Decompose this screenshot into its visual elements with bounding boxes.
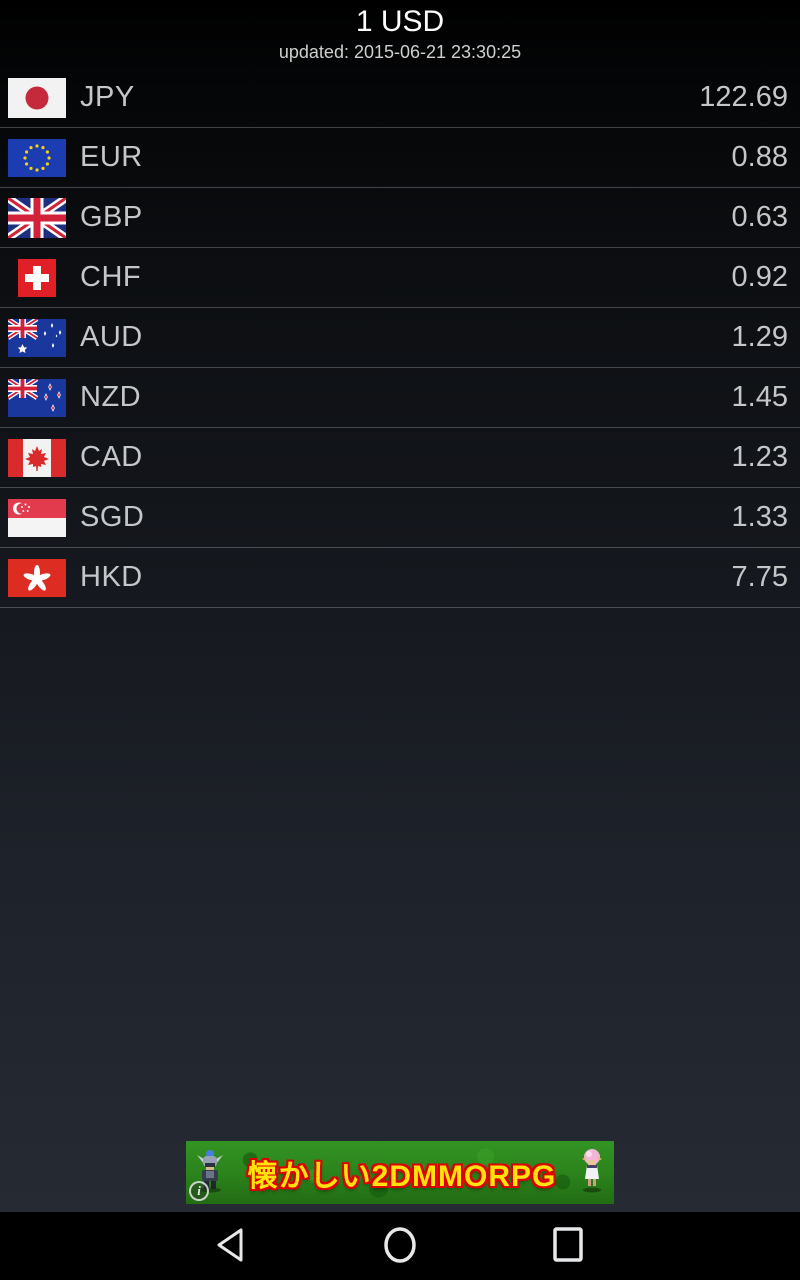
back-icon <box>212 1223 252 1270</box>
home-icon <box>378 1223 422 1270</box>
android-navbar <box>0 1212 800 1280</box>
currency-value: 1.33 <box>731 501 788 533</box>
ad-headline: 懐かしい2DMMORPG <box>247 1159 557 1193</box>
currency-code: SGD <box>80 501 145 533</box>
new-zealand-flag-icon <box>8 378 66 418</box>
home-button[interactable] <box>376 1222 424 1270</box>
updated-timestamp: updated: 2015-06-21 23:30:25 <box>278 42 522 62</box>
canada-flag-icon <box>8 438 66 478</box>
currency-code: NZD <box>80 381 142 413</box>
page-title: 1 USD <box>355 5 445 38</box>
currency-code: JPY <box>80 81 135 113</box>
switzerland-flag-icon <box>8 258 66 298</box>
recents-icon <box>546 1223 590 1270</box>
currency-value: 7.75 <box>731 561 788 593</box>
elf-sprite <box>578 1147 606 1198</box>
hong-kong-flag-icon <box>8 558 66 598</box>
rate-row-aud[interactable]: AUD 1.29 <box>0 308 800 368</box>
rate-row-hkd[interactable]: HKD 7.75 <box>0 548 800 608</box>
currency-code: CHF <box>80 261 142 293</box>
ad-info-icon[interactable]: i <box>189 1181 209 1201</box>
rate-row-jpy[interactable]: JPY 122.69 <box>0 68 800 128</box>
currency-value: 0.92 <box>731 261 788 293</box>
singapore-flag-icon <box>8 498 66 538</box>
currency-code: HKD <box>80 561 143 593</box>
currency-value: 122.69 <box>699 81 788 113</box>
currency-code: GBP <box>80 201 143 233</box>
ad-banner[interactable]: 懐かしい2DMMORPG i <box>186 1141 614 1204</box>
recents-button[interactable] <box>544 1222 592 1270</box>
back-button[interactable] <box>208 1222 256 1270</box>
currency-value: 1.29 <box>731 321 788 353</box>
currency-value: 1.45 <box>731 381 788 413</box>
european-union-flag-icon <box>8 138 66 178</box>
currency-value: 0.63 <box>731 201 788 233</box>
united-kingdom-flag-icon <box>8 197 66 238</box>
currency-code: EUR <box>80 141 143 173</box>
currency-rate-list: JPY 122.69 EUR 0.88 <box>0 68 800 608</box>
app-screen: 1 USD updated: 2015-06-21 23:30:25 JPY 1… <box>0 0 800 1212</box>
currency-code: AUD <box>80 321 143 353</box>
rate-row-sgd[interactable]: SGD 1.33 <box>0 488 800 548</box>
australia-flag-icon <box>8 318 66 358</box>
rate-row-cad[interactable]: CAD 1.23 <box>0 428 800 488</box>
rate-row-nzd[interactable]: NZD 1.45 <box>0 368 800 428</box>
japan-flag-icon <box>8 77 66 118</box>
rate-row-eur[interactable]: EUR 0.88 <box>0 128 800 188</box>
currency-value: 0.88 <box>731 141 788 173</box>
knight-sprite <box>194 1147 226 1198</box>
rate-row-gbp[interactable]: GBP 0.63 <box>0 188 800 248</box>
rates-header: 1 USD updated: 2015-06-21 23:30:25 <box>0 0 800 68</box>
rate-row-chf[interactable]: CHF 0.92 <box>0 248 800 308</box>
currency-value: 1.23 <box>731 441 788 473</box>
currency-code: CAD <box>80 441 143 473</box>
